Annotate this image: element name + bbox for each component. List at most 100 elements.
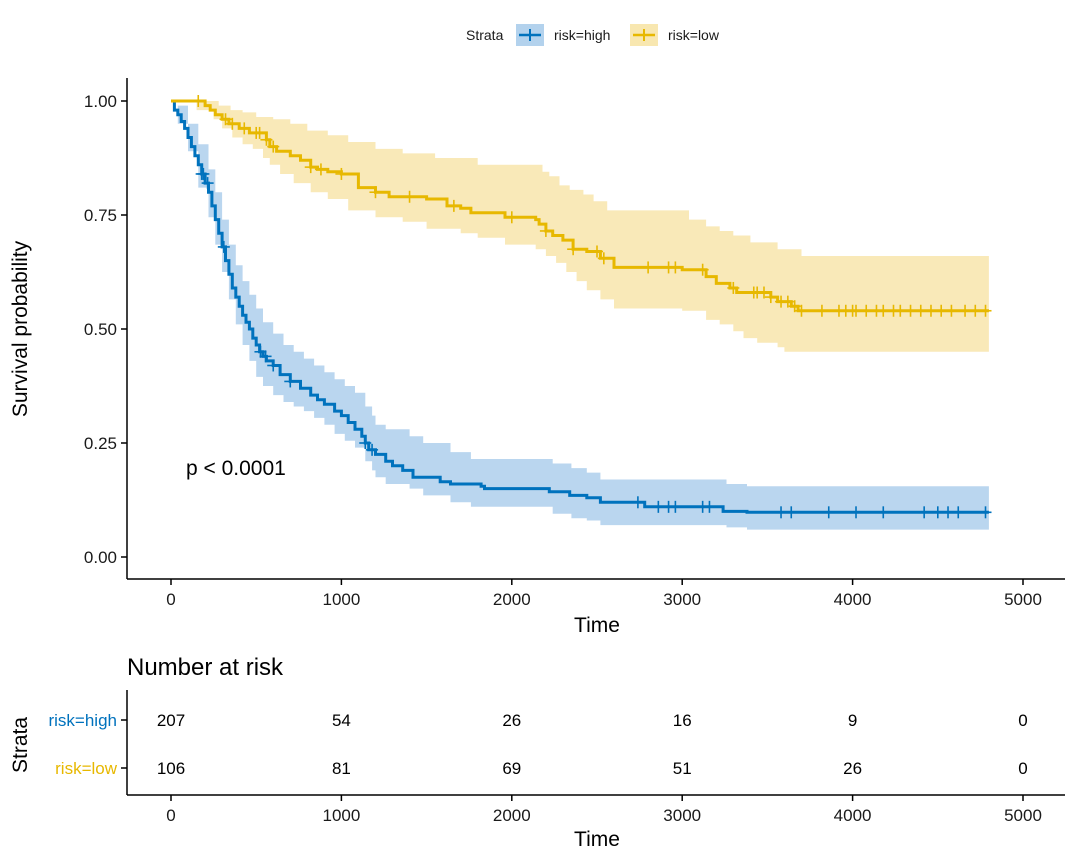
censor-mark-high bbox=[631, 496, 644, 509]
censor-mark-low bbox=[192, 95, 205, 107]
censor-mark-high bbox=[952, 506, 965, 519]
y-tick-label: 1.00 bbox=[84, 92, 117, 111]
censor-mark-low bbox=[935, 304, 948, 317]
censor-mark-low bbox=[403, 190, 416, 203]
x-tick-label: 3000 bbox=[663, 806, 701, 825]
censor-mark-high bbox=[850, 506, 863, 519]
x-axis-title: Time bbox=[574, 614, 620, 637]
censor-mark-low bbox=[788, 300, 801, 313]
censor-mark-high bbox=[669, 500, 682, 513]
ci-band-low bbox=[171, 101, 989, 352]
censor-mark-low bbox=[959, 304, 972, 317]
x-tick-label: 3000 bbox=[663, 590, 701, 609]
censor-mark-low bbox=[904, 304, 917, 317]
censor-mark-low bbox=[764, 291, 777, 304]
censor-mark-high bbox=[201, 177, 214, 190]
censor-mark-high bbox=[267, 359, 280, 372]
censor-mark-low bbox=[447, 199, 460, 212]
risk-count-high: 9 bbox=[848, 711, 857, 730]
censor-mark-low bbox=[757, 286, 770, 299]
censor-mark-high bbox=[775, 506, 788, 519]
censor-mark-high bbox=[197, 167, 210, 180]
y-tick-label: 0.25 bbox=[84, 434, 117, 453]
risk-count-high: 54 bbox=[332, 711, 351, 730]
censor-mark-low bbox=[669, 261, 682, 274]
ci-band-high bbox=[171, 101, 989, 530]
censor-mark-high bbox=[652, 500, 665, 513]
x-tick-label: 2000 bbox=[493, 806, 531, 825]
censor-mark-low bbox=[238, 122, 251, 135]
censor-mark-low bbox=[267, 140, 280, 153]
risk-count-low: 106 bbox=[157, 759, 185, 778]
censor-mark-low bbox=[914, 304, 927, 317]
censor-mark-low bbox=[696, 263, 709, 276]
p-value-label: p < 0.0001 bbox=[186, 457, 286, 480]
risk-table-rows: risk=high 207 54 26 16 9 0 risk=low 106 81 69 51 26 0 bbox=[48, 711, 1027, 778]
censor-mark-low bbox=[795, 304, 808, 317]
censor-mark-low bbox=[369, 186, 382, 199]
risk-count-high: 26 bbox=[502, 711, 521, 730]
censor-mark-high bbox=[259, 350, 272, 363]
x-tick-label: 4000 bbox=[834, 590, 872, 609]
risk-x-ticks: 0 1000 2000 3000 4000 5000 bbox=[166, 795, 1042, 825]
censor-mark-low bbox=[924, 304, 937, 317]
risk-row-label-low: risk=low bbox=[55, 759, 118, 778]
censor-mark-low bbox=[253, 126, 266, 139]
censor-mark-high bbox=[785, 506, 798, 519]
censor-mark-low bbox=[567, 243, 580, 256]
censor-mark-high bbox=[942, 506, 955, 519]
censor-mark-high bbox=[979, 506, 992, 519]
censor-mark-low bbox=[260, 133, 273, 146]
censor-mark-low bbox=[539, 224, 552, 237]
y-axis-title: Survival probability bbox=[9, 240, 32, 417]
censor-mark-high bbox=[703, 500, 716, 513]
legend: Strata risk=high risk=low bbox=[466, 24, 720, 46]
censor-mark-low bbox=[877, 304, 890, 317]
censor-mark-high bbox=[284, 375, 297, 388]
risk-count-low: 51 bbox=[673, 759, 692, 778]
risk-count-low: 69 bbox=[502, 759, 521, 778]
censor-mark-low bbox=[969, 304, 982, 317]
censor-mark-low bbox=[781, 295, 794, 308]
x-tick-label: 4000 bbox=[834, 806, 872, 825]
censor-marks bbox=[192, 95, 992, 519]
risk-x-axis-title: Time bbox=[574, 828, 620, 851]
censor-mark-low bbox=[815, 304, 828, 317]
x-tick-label: 5000 bbox=[1004, 806, 1042, 825]
risk-count-low: 0 bbox=[1018, 759, 1027, 778]
censor-mark-low bbox=[591, 245, 603, 258]
censor-mark-low bbox=[219, 113, 232, 126]
x-tick-label: 2000 bbox=[493, 590, 531, 609]
x-tick-label: 0 bbox=[166, 590, 175, 609]
risk-count-low: 26 bbox=[843, 759, 862, 778]
censor-mark-high bbox=[877, 506, 890, 519]
legend-title: Strata bbox=[466, 27, 504, 43]
censor-mark-low bbox=[314, 163, 327, 176]
risk-count-low: 81 bbox=[332, 759, 351, 778]
x-tick-label: 0 bbox=[166, 806, 175, 825]
risk-count-high: 207 bbox=[157, 711, 185, 730]
risk-count-high: 16 bbox=[673, 711, 692, 730]
censor-mark-low bbox=[304, 161, 317, 174]
censor-mark-low bbox=[226, 117, 239, 130]
censor-mark-low bbox=[894, 304, 907, 317]
x-tick-label: 5000 bbox=[1004, 590, 1042, 609]
x-tick-label: 1000 bbox=[322, 590, 360, 609]
censor-mark-low bbox=[642, 261, 655, 274]
legend-high-label: risk=high bbox=[554, 27, 610, 43]
censor-mark-high bbox=[217, 240, 230, 253]
x-ticks: 0 1000 2000 3000 4000 5000 bbox=[166, 579, 1042, 609]
censor-mark-low bbox=[727, 281, 740, 294]
censor-mark-low bbox=[597, 252, 610, 265]
censor-mark-high bbox=[359, 437, 372, 449]
censor-mark-high bbox=[366, 443, 379, 456]
censor-mark-low bbox=[979, 304, 992, 317]
censor-mark-high bbox=[822, 506, 835, 519]
y-tick-label: 0.00 bbox=[84, 548, 117, 567]
risk-table-title: Number at risk bbox=[127, 654, 284, 681]
legend-low-label: risk=low bbox=[668, 27, 720, 43]
censor-mark-low bbox=[505, 211, 518, 224]
censor-mark-low bbox=[850, 304, 863, 317]
censor-mark-low bbox=[945, 304, 958, 317]
